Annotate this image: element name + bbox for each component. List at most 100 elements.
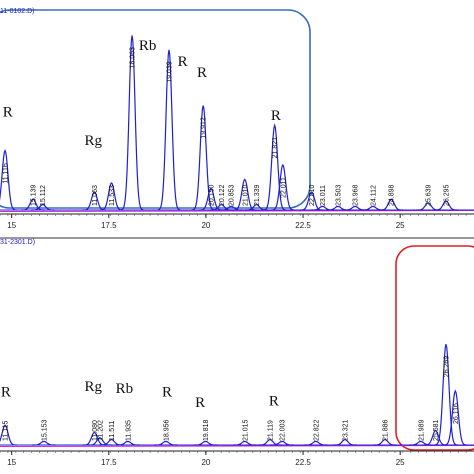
peak-label: 11.202 [97,420,104,441]
peak-label: 24.112 [370,185,377,206]
compound-annotation: R [162,384,172,400]
peak-label: 18.063 [130,47,137,69]
peak-label: 22.822 [313,419,320,441]
peak-label: 21.821 [272,137,279,159]
peak [304,440,328,446]
peak [262,123,287,211]
peak [271,163,295,211]
highlight-box [0,9,311,209]
compound-annotation: R [1,384,11,400]
peak [299,191,324,211]
peak [258,438,282,446]
compound-annotation: R [271,108,281,124]
peak [0,424,17,446]
peak-label: 11.511 [109,421,116,441]
peak-label: 23.321 [343,419,350,441]
peak [31,203,55,211]
peak [99,182,124,211]
peak [379,198,403,211]
peak [154,440,178,446]
peak [199,187,223,211]
peak [270,440,294,446]
x-tick-label: 17.5 [101,221,117,230]
x-tick-label: 25 [396,458,405,467]
peak-label: 21.989 [418,419,425,441]
x-tick-label: 17.5 [101,458,117,467]
peak-label: 21.886 [383,419,390,441]
compound-annotation: Rg [84,133,102,149]
peak-label: 21.010 [242,184,249,206]
peak-label: 11.063 [92,185,99,206]
peak-label: 19.912 [201,117,208,139]
peak-label: 23.011 [320,185,327,206]
peak-label: 15.112 [40,185,47,206]
peak-label: 11.080 [92,420,99,441]
baseline [0,445,474,447]
peak-label: 22.003 [280,419,287,441]
highlight-box [395,245,474,451]
peak [88,437,112,446]
peak-label: 23.968 [353,184,360,206]
peak-label: 22.810 [309,184,316,206]
compound-annotation: R [269,393,279,409]
peak-label: 20.853 [229,184,236,206]
baseline [0,210,474,212]
panel-header: 11-0102.D) [0,8,35,15]
peak-label: 21.119 [268,420,275,441]
x-tick-label: 25 [396,221,405,230]
peak-label: 11.115 [3,421,10,441]
peak-label: 23.503 [336,184,343,206]
peak-label: 11.533 [109,185,116,206]
x-tick-label: 20 [201,458,210,467]
peak [443,389,468,446]
peak-label: 21.339 [254,184,261,206]
peak [209,203,234,211]
x-tick-label: 22.5 [295,221,311,230]
compound-annotation: R [178,54,188,70]
compound-annotation: R [197,65,207,81]
peak [0,148,17,211]
peak-label: 20.122 [219,184,226,206]
x-tick-label: 20 [201,221,210,230]
peak [191,105,215,211]
peak-label: 26.116 [453,403,460,424]
compound-annotation: Rb [139,38,157,54]
x-tick-label: 15 [7,221,16,230]
peak [423,429,448,446]
peak-label: 24.898 [389,184,396,206]
compound-annotation: Rb [116,381,134,397]
peak [434,200,458,211]
peak [116,440,140,446]
panel-header: 31-2301.D) [0,239,35,246]
peak-label: 22.011 [280,177,287,198]
peak-label: 26.269 [444,356,451,378]
compound-annotation: Rg [84,379,102,395]
peak [219,205,243,211]
peak [233,178,257,211]
peak-label: 20.150 [208,184,215,206]
peak [373,438,397,446]
peak-label: 25.639 [426,184,433,206]
peak-label: 26.295 [444,184,451,206]
x-tick-label: 22.5 [295,458,311,467]
peak-label: 21.015 [242,419,249,441]
peak [120,35,144,211]
peak-label: 11.935 [125,420,132,441]
peak [434,344,458,446]
peak-label: 19.039 [167,61,174,83]
peak-label: 25.581 [433,419,440,441]
peak-label: 15.139 [31,184,38,206]
peak [32,440,56,446]
peak-label: 11.116 [3,163,10,183]
x-tick-label: 15 [7,458,16,467]
peak-label: 15.153 [41,419,48,441]
peak-label: 18.956 [163,419,170,441]
compound-annotation: R [195,395,205,411]
peak [333,438,357,446]
compound-annotation: R [3,104,13,120]
peak [233,440,257,446]
peak-label: 19.818 [203,419,210,441]
peak [21,198,45,211]
